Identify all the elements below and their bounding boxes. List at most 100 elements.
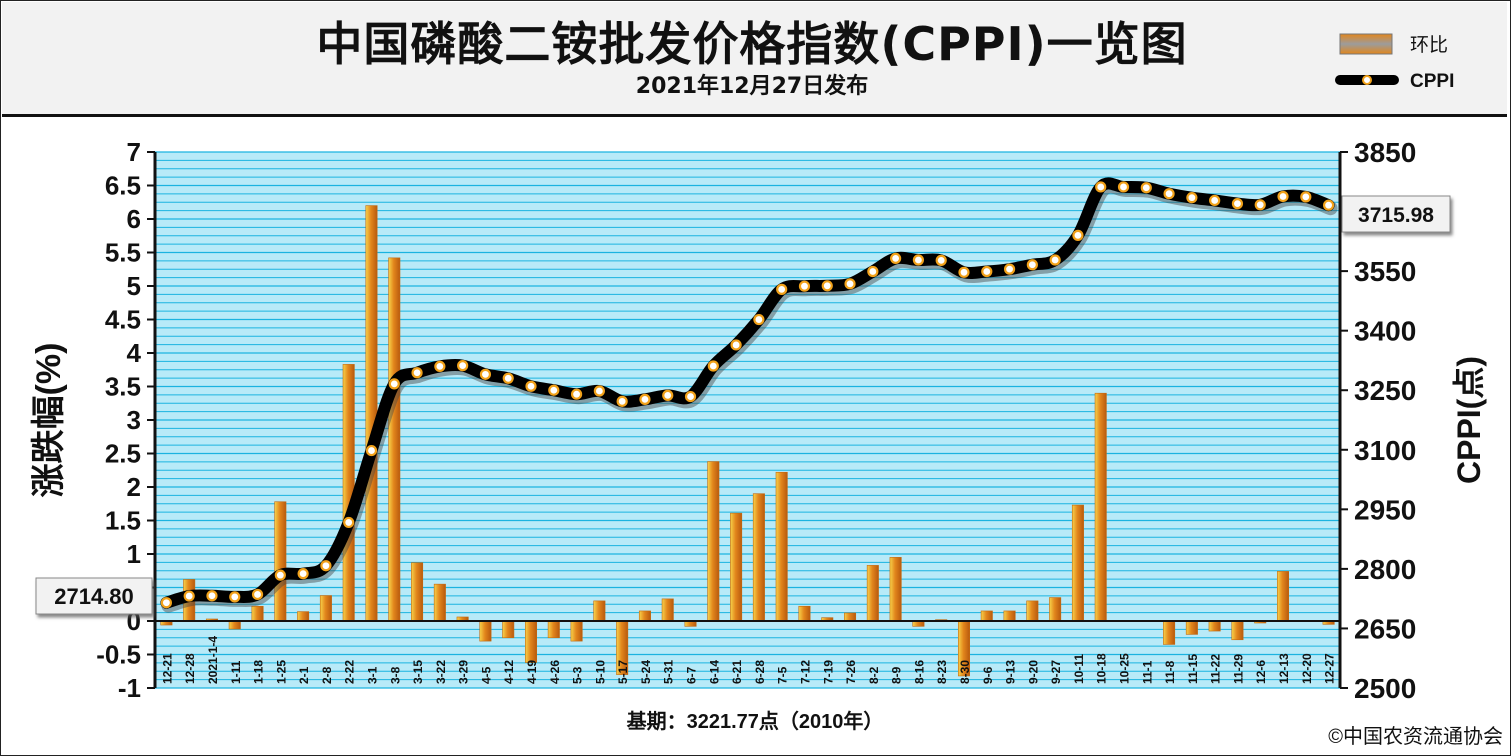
y-right-axis-title: CPPI(点) xyxy=(1451,356,1487,484)
cppi-point-8-2 xyxy=(867,265,879,278)
x-tick-label: 4-12 xyxy=(502,660,516,684)
copyright-note: ©中国农资流通协会 xyxy=(1328,725,1503,748)
bar-11-15 xyxy=(1185,620,1198,635)
bar-5-24 xyxy=(638,610,651,622)
bar-10-11 xyxy=(1071,504,1084,622)
cppi-point-11-22 xyxy=(1209,194,1221,207)
bar-4-19 xyxy=(525,620,538,663)
x-tick-label: 9-20 xyxy=(1026,660,1040,684)
bar-11-29 xyxy=(1231,620,1244,641)
x-tick-label: 5-24 xyxy=(639,660,653,684)
x-tick-label: 1-25 xyxy=(274,660,288,684)
bar-3-15 xyxy=(411,562,424,622)
cppi-point-12-21 xyxy=(160,597,172,609)
x-tick-label: 2021-1-4 xyxy=(206,636,220,684)
x-tick-labels: 12-21 12-28 2021-1-4 1-11 1-18 1-25 2-1 2-8 2-22… xyxy=(160,636,1336,684)
x-tick-label: 3-15 xyxy=(411,660,425,684)
cppi-point-7-5 xyxy=(776,283,788,295)
x-tick-label: 9-6 xyxy=(981,666,995,684)
x-tick-label: 12-20 xyxy=(1300,653,1314,684)
cppi-point-8-16 xyxy=(912,254,925,266)
cppi-point-5-24 xyxy=(639,393,651,405)
cppi-point-5-10 xyxy=(593,385,605,397)
x-tick-label: 7-19 xyxy=(821,660,835,684)
x-tick-label: 9-27 xyxy=(1049,660,1063,684)
cppi-line-series xyxy=(160,177,1338,613)
right-tick-label: 2650 xyxy=(1354,613,1416,644)
right-tick-label: 3100 xyxy=(1354,435,1416,466)
left-tick-label: 2.5 xyxy=(105,439,141,469)
bar-6-21 xyxy=(730,512,743,622)
bar-7-26 xyxy=(844,612,857,622)
cppi-point-9-27 xyxy=(1049,254,1061,266)
cppi-point-11-29 xyxy=(1231,198,1244,210)
bar-11-22 xyxy=(1208,620,1221,632)
x-tick-label: 8-30 xyxy=(958,660,972,684)
x-tick-label: 8-2 xyxy=(867,666,881,684)
right-tick-label: 3550 xyxy=(1354,256,1416,287)
cppi-point-3-1 xyxy=(365,444,378,457)
x-tick-label: 6-28 xyxy=(753,660,767,684)
left-tick-label: 6 xyxy=(127,204,141,234)
x-tick-label: 11-15 xyxy=(1186,654,1200,684)
x-tick-label: 12-27 xyxy=(1323,653,1337,684)
cppi-point-8-23 xyxy=(935,254,947,266)
left-tick-label: 6.5 xyxy=(105,171,141,201)
x-tick-label: 3-29 xyxy=(457,660,471,684)
cppi-point-1-18 xyxy=(251,588,264,601)
bar-1-25 xyxy=(274,501,287,622)
cppi-point-5-31 xyxy=(662,389,674,401)
bar-5-10 xyxy=(593,600,606,622)
bar-9-20 xyxy=(1026,600,1039,622)
cppi-point-4-12 xyxy=(502,372,514,384)
x-tick-label: 5-3 xyxy=(571,666,585,684)
x-tick-label: 3-22 xyxy=(434,660,448,684)
cppi-point-12-13 xyxy=(1277,190,1289,203)
x-tick-label: 2-1 xyxy=(297,666,311,684)
cppi-point-8-30 xyxy=(958,266,970,278)
bar-7-5 xyxy=(775,471,788,622)
x-tick-label: 12-21 xyxy=(160,653,174,684)
left-tick-label: 7 xyxy=(127,137,141,167)
cppi-point-7-12 xyxy=(798,280,811,292)
legend: 环比 CPPI xyxy=(1335,33,1454,92)
x-tick-label: 1-11 xyxy=(229,660,243,684)
cppi-point-7-19 xyxy=(821,280,833,292)
cppi-line xyxy=(160,177,1335,609)
end-value-text: 3715.98 xyxy=(1358,204,1434,227)
cppi-point-5-3 xyxy=(570,388,583,400)
x-tick-label: 4-19 xyxy=(525,660,539,684)
cppi-point-1-11 xyxy=(229,591,241,603)
x-tick-label: 11-8 xyxy=(1163,660,1177,684)
cppi-point-6-28 xyxy=(753,313,765,326)
x-tick-label: 10-25 xyxy=(1118,653,1132,684)
header: 中国磷酸二铵批发价格指数(CPPI)一览图 2021年12月27日发布 xyxy=(2,2,1507,117)
left-tick-label: 4.5 xyxy=(105,305,141,335)
x-tick-label: 5-10 xyxy=(593,660,607,684)
bar-1-11 xyxy=(228,620,241,630)
cppi-point-10-25 xyxy=(1117,181,1130,193)
bar-8-9 xyxy=(889,557,902,622)
bar-series xyxy=(160,205,1335,677)
x-tick-label: 10-11 xyxy=(1072,654,1086,684)
x-tick-label: 6-21 xyxy=(730,660,744,684)
bar-9-27 xyxy=(1049,597,1062,622)
x-tick-label: 6-7 xyxy=(685,666,699,684)
left-tick-label: 4 xyxy=(127,338,142,368)
cppi-point-6-7 xyxy=(684,390,697,403)
x-tick-label: 11-29 xyxy=(1231,654,1245,684)
x-tick-label: 7-12 xyxy=(798,660,812,684)
cppi-point-11-15 xyxy=(1186,192,1198,204)
cppi-point-6-21 xyxy=(730,339,742,351)
x-tick-label: 12-6 xyxy=(1254,660,1268,684)
bar-11-8 xyxy=(1163,620,1176,645)
start-value-text: 2714.80 xyxy=(54,584,134,609)
cppi-point-12-27 xyxy=(1323,199,1335,211)
bar-2-8 xyxy=(319,595,332,622)
right-tick-label: 2950 xyxy=(1354,494,1416,525)
left-tick-label: 2 xyxy=(127,472,141,502)
cppi-point-12-6 xyxy=(1254,199,1266,211)
chart-title: 中国磷酸二铵批发价格指数(CPPI)一览图 xyxy=(316,17,1188,71)
cppi-point-11-8 xyxy=(1163,188,1175,200)
x-tick-label: 12-13 xyxy=(1277,653,1291,684)
